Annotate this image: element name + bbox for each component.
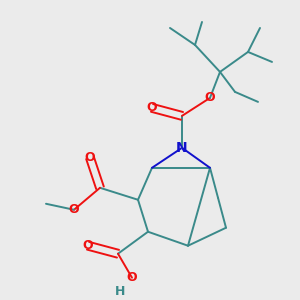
Text: O: O (147, 101, 157, 114)
Text: O: O (85, 151, 95, 164)
Text: O: O (205, 92, 215, 104)
Text: O: O (69, 203, 79, 216)
Text: H: H (115, 285, 125, 298)
Text: O: O (127, 271, 137, 284)
Text: O: O (83, 239, 93, 252)
Text: N: N (176, 141, 188, 155)
